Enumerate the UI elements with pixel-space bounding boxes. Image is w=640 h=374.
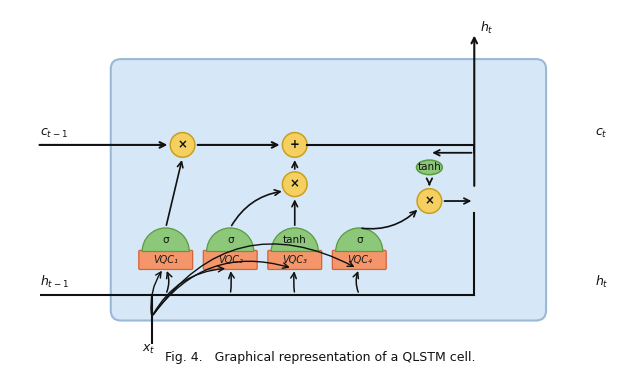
Text: ×: × (290, 178, 300, 191)
Text: ×: × (424, 194, 435, 208)
Wedge shape (336, 228, 383, 252)
Ellipse shape (417, 160, 442, 175)
Wedge shape (142, 228, 189, 252)
Circle shape (417, 188, 442, 213)
Text: σ: σ (227, 235, 234, 245)
Text: VQC₄: VQC₄ (347, 255, 372, 265)
Circle shape (170, 133, 195, 157)
Text: $h_t$: $h_t$ (480, 19, 493, 36)
Text: $h_{t-1}$: $h_{t-1}$ (40, 273, 68, 290)
Circle shape (282, 172, 307, 197)
Wedge shape (271, 228, 318, 252)
Text: σ: σ (356, 235, 363, 245)
Text: tanh: tanh (417, 162, 441, 172)
FancyBboxPatch shape (111, 59, 546, 321)
Text: Fig. 4.   Graphical representation of a QLSTM cell.: Fig. 4. Graphical representation of a QL… (164, 351, 476, 364)
FancyBboxPatch shape (139, 251, 193, 269)
FancyBboxPatch shape (204, 251, 257, 269)
Text: $c_t$: $c_t$ (595, 127, 607, 140)
Text: $c_{t-1}$: $c_{t-1}$ (40, 127, 67, 140)
FancyBboxPatch shape (332, 251, 386, 269)
FancyBboxPatch shape (268, 251, 322, 269)
Circle shape (282, 133, 307, 157)
Text: VQC₃: VQC₃ (282, 255, 307, 265)
Text: $h_t$: $h_t$ (595, 273, 609, 290)
Text: VQC₁: VQC₁ (154, 255, 178, 265)
Text: +: + (290, 138, 300, 151)
Text: σ: σ (163, 235, 169, 245)
Text: tanh: tanh (283, 235, 307, 245)
Text: ×: × (178, 138, 188, 151)
Wedge shape (207, 228, 254, 252)
Text: VQC₂: VQC₂ (218, 255, 243, 265)
Text: $x_t$: $x_t$ (142, 343, 156, 356)
